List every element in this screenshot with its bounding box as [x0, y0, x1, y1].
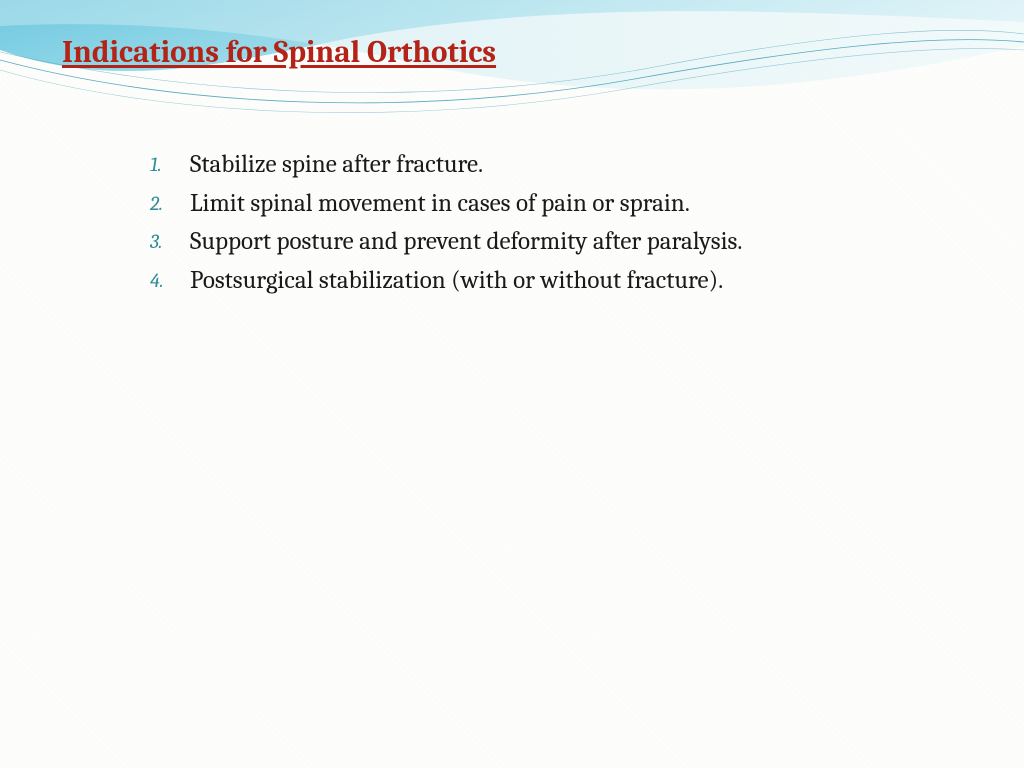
list-item: Limit spinal movement in cases of pain o… — [150, 187, 934, 222]
list-item: Support posture and prevent deformity af… — [150, 225, 934, 260]
list-item: Postsurgical stabilization (with or with… — [150, 264, 934, 299]
slide-title: Indications for Spinal Orthotics — [62, 34, 496, 70]
slide: Indications for Spinal Orthotics Stabili… — [0, 0, 1024, 768]
slide-body: Stabilize spine after fracture. Limit sp… — [150, 148, 934, 302]
list-item: Stabilize spine after fracture. — [150, 148, 934, 183]
wave-decoration — [0, 0, 1024, 140]
indications-list: Stabilize spine after fracture. Limit sp… — [150, 148, 934, 298]
